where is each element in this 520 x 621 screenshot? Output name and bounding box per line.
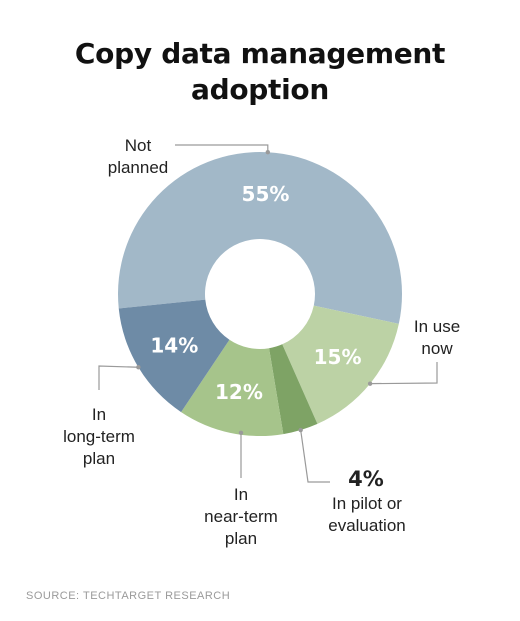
slice-4 (118, 299, 230, 413)
slice-label-2: In pilot or evaluation (328, 494, 406, 535)
leader-dot-2 (298, 427, 303, 433)
leader-line-1 (370, 362, 438, 385)
slice-label-0: Not planned (108, 136, 169, 177)
slice-2 (269, 344, 318, 435)
value-label-3: 12% (215, 380, 263, 404)
source-note: SOURCE: TECHTARGET RESEARCH (26, 590, 231, 602)
slice-label-1: In use now (414, 317, 460, 358)
slice-0 (117, 151, 403, 324)
leader-dot-4 (136, 365, 141, 370)
slice-label-4: In long-term plan (63, 405, 135, 468)
slice-3 (181, 339, 284, 437)
chart-title-line-2: adoption (191, 73, 329, 106)
leader-line-2 (300, 429, 330, 483)
value-label-0: 55% (242, 182, 290, 206)
leader-dot-0 (265, 150, 271, 155)
leader-dot-3 (238, 430, 244, 436)
chart-title: Copy data management adoption (0, 36, 520, 108)
value-label-1: 15% (314, 345, 362, 369)
value-label-2: 4% (348, 467, 384, 491)
slice-label-3: In near-term plan (204, 485, 278, 548)
slice-1 (282, 305, 399, 424)
leader-line-4 (98, 365, 139, 390)
leader-line-0 (175, 144, 269, 153)
chart-title-line-1: Copy data management (74, 37, 446, 70)
value-label-4: 14% (150, 334, 198, 358)
leader-dot-1 (367, 381, 373, 386)
